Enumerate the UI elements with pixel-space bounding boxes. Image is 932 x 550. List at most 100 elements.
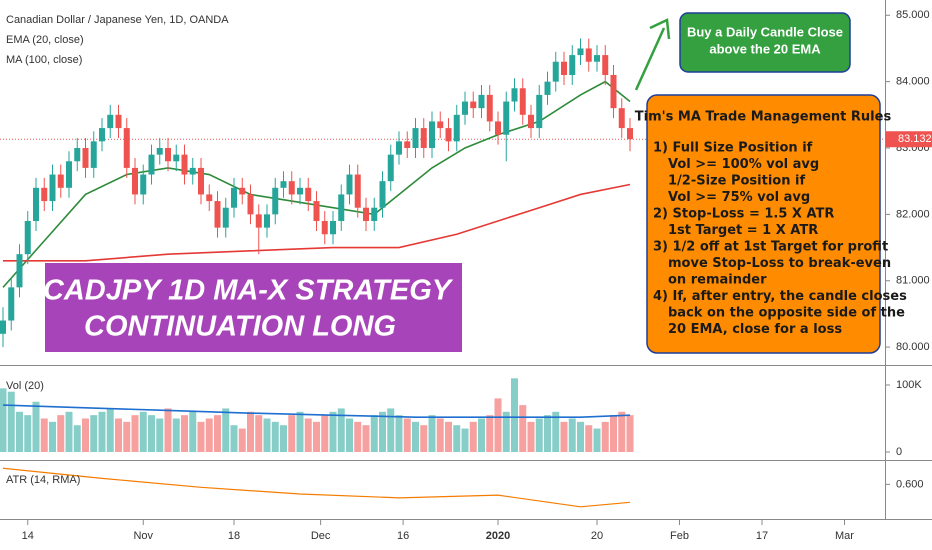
volume-bar: [395, 415, 403, 452]
candle-body: [371, 207, 378, 221]
volume-bar: [519, 405, 527, 452]
volume-bar: [197, 421, 205, 452]
candle-body: [148, 154, 155, 175]
volume-bar: [560, 421, 568, 452]
candle-body: [420, 128, 427, 148]
candle-body: [536, 94, 543, 129]
volume-bar: [164, 408, 172, 452]
candle-body: [189, 167, 196, 175]
candle-body: [255, 214, 262, 228]
volume-bar: [156, 418, 164, 452]
candle-body: [561, 61, 567, 75]
ma-line: [2, 80, 631, 288]
volume-bar: [420, 425, 428, 452]
volume-bar: [527, 421, 535, 452]
candle-body: [247, 194, 254, 215]
candle-body: [585, 48, 592, 62]
volume-bar: [189, 411, 197, 452]
candle-body: [552, 61, 559, 82]
candle-body: [0, 320, 6, 334]
candle-body: [231, 187, 237, 208]
candle-body: [519, 88, 526, 115]
candle-body: [313, 201, 320, 221]
y-tick-label: 0.600: [896, 478, 924, 490]
volume-bar: [354, 421, 362, 452]
candle-body: [181, 154, 188, 175]
volume-bar: [82, 418, 89, 452]
volume-bar: [577, 421, 584, 452]
volume-bar: [16, 411, 23, 452]
volume-bar: [370, 415, 378, 452]
volume-bar: [568, 418, 576, 452]
volume-bar: [626, 415, 634, 452]
legend-entry: MA (100, close): [6, 54, 82, 66]
rule-line: 1/2-Size Position if: [668, 174, 805, 189]
candle-body: [107, 114, 114, 129]
volume-bar: [346, 418, 353, 452]
volume-bar: [436, 418, 444, 452]
arrow-head: [649, 18, 671, 40]
candle-body: [445, 128, 452, 142]
volume-bar: [585, 425, 593, 452]
volume-bar: [321, 415, 329, 452]
candle-body: [594, 55, 600, 62]
volume-bar: [304, 418, 312, 452]
volume-bar: [139, 411, 147, 452]
rules-box: [646, 94, 881, 354]
candle-body: [321, 220, 328, 235]
candle-body: [41, 187, 48, 202]
candle-body: [99, 128, 105, 142]
volume-bar: [131, 415, 139, 452]
x-tick-label: Mar: [835, 530, 854, 542]
volume-bar: [412, 421, 419, 452]
candle-body: [544, 81, 551, 95]
volume-bar: [0, 388, 7, 452]
candle-body: [8, 287, 15, 321]
volume-bar: [337, 408, 345, 452]
volume-bar: [106, 408, 114, 452]
volume-bar: [445, 421, 452, 452]
volume-bar: [511, 378, 518, 452]
volume-bar: [65, 411, 73, 452]
candle-body: [528, 114, 534, 129]
strategy-text: CADJPY 1D MA-X STRATEGY: [43, 275, 454, 307]
rule-line: 20 EMA, close for a loss: [668, 322, 842, 337]
volume-bar: [387, 408, 395, 452]
candle-body: [49, 174, 56, 202]
candle-body: [280, 181, 287, 188]
rules-title: Tim's MA Trade Management Rules: [635, 110, 892, 125]
candle-body: [123, 128, 130, 168]
candle-body: [602, 55, 609, 75]
pane-label: Vol (20): [6, 380, 44, 392]
volume-bar: [222, 408, 230, 452]
x-tick-label: 20: [591, 530, 603, 542]
candle-body: [354, 174, 361, 208]
chart-title: Canadian Dollar / Japanese Yen, 1D, OAND…: [6, 14, 229, 26]
volume-bar: [247, 411, 254, 452]
buy-box: [679, 12, 851, 73]
annotations: CADJPY 1D MA-X STRATEGY CONTINUATION LONG…: [43, 12, 907, 354]
ma-line: [3, 183, 631, 262]
rule-line: back on the opposite side of the: [668, 306, 905, 321]
volume-bar: [280, 425, 287, 452]
volume-bar: [593, 428, 601, 452]
x-tick-label: Nov: [133, 530, 153, 542]
candle-body: [16, 254, 23, 288]
candle-body: [272, 187, 279, 215]
candle-body: [115, 114, 122, 129]
volume-bar: [230, 425, 238, 452]
candle-body: [363, 207, 369, 221]
candle-body: [57, 174, 64, 188]
volume-bar: [98, 411, 106, 452]
volume-bar: [379, 411, 386, 452]
volume-bar: [618, 411, 626, 452]
volume-bar: [32, 401, 40, 452]
volume-bar: [502, 411, 510, 452]
volume-bar: [7, 391, 15, 452]
candle-body: [437, 121, 444, 129]
volume-bar: [172, 418, 180, 452]
last-price-label: 83.132: [898, 133, 932, 145]
candle-body: [330, 220, 336, 235]
rule-line: 3) 1/2 off at 1st Target for profit: [653, 240, 888, 255]
rule-line: 2) Stop-Loss = 1.5 X ATR: [653, 207, 834, 222]
